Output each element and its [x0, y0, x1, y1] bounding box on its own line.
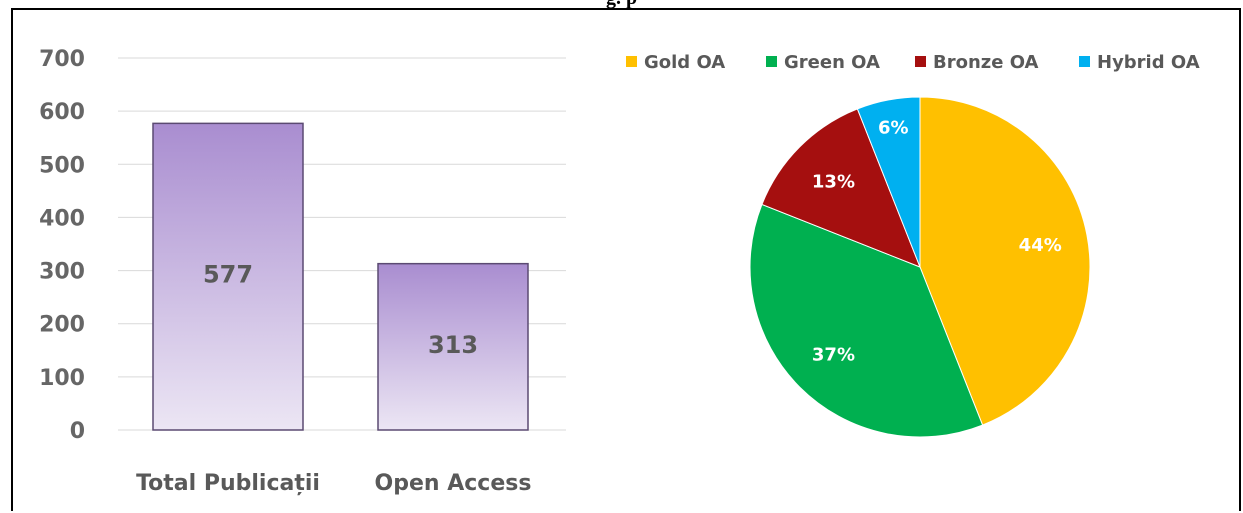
slice-label: 13%: [812, 171, 855, 192]
x-category-label: Open Access: [375, 471, 532, 496]
x-category-label: Total Publicații: [136, 471, 320, 496]
legend-label: Hybrid OA: [1097, 52, 1200, 73]
legend-swatch: [766, 56, 777, 67]
legend-label: Green OA: [784, 52, 880, 73]
y-tick-label: 0: [70, 419, 85, 444]
figure-frame: [11, 8, 1241, 511]
bar: [377, 262, 529, 431]
bar-data-label: 577: [203, 261, 253, 289]
y-tick-label: 500: [39, 153, 85, 178]
pie-slice: [919, 96, 1091, 426]
y-tick-label: 200: [39, 313, 85, 338]
y-tick-label: 400: [39, 206, 85, 231]
bar-chart: 0 100 200 300 400 500 600 700 577 Total Publicați…: [39, 47, 566, 496]
legend-swatch: [626, 56, 637, 67]
pie-slice: [856, 96, 921, 268]
pie-slice: [749, 203, 984, 438]
y-tick-label: 300: [39, 260, 85, 285]
pie-chart: 44% 37% 13% 6% Gold OA Green OA Bronze OA Hybri…: [626, 52, 1200, 438]
figure-title-fragment: g. p: [0, 0, 1243, 8]
y-tick-label: 700: [39, 47, 85, 72]
legend-label: Bronze OA: [933, 52, 1039, 73]
slice-label: 44%: [1019, 235, 1062, 256]
slice-label: 37%: [812, 345, 855, 366]
legend-swatch: [1079, 56, 1090, 67]
y-tick-label: 600: [39, 100, 85, 125]
legend-swatch: [915, 56, 926, 67]
y-tick-label: 100: [39, 366, 85, 391]
pie-slice: [761, 108, 921, 268]
bar-data-label: 313: [428, 331, 478, 359]
slice-label: 6%: [878, 118, 909, 139]
legend-label: Gold OA: [644, 52, 725, 73]
bar: [152, 122, 304, 431]
